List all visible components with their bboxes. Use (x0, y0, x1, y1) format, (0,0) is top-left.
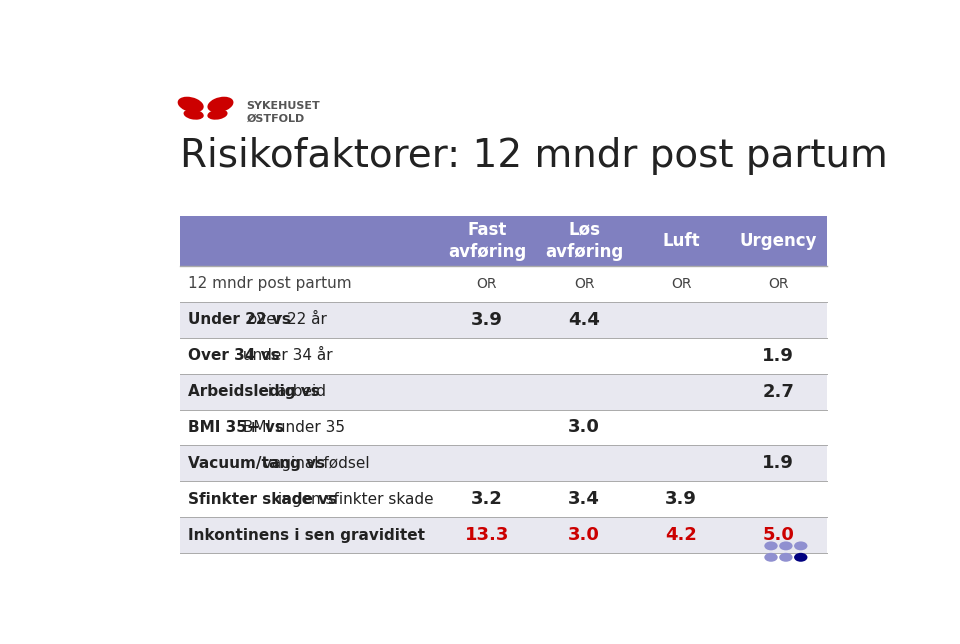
Text: 4.2: 4.2 (665, 526, 697, 544)
Text: Løs
avføring: Løs avføring (545, 221, 623, 261)
Text: Under 22 vs: Under 22 vs (188, 312, 291, 327)
Text: 3.4: 3.4 (568, 490, 600, 508)
Text: ingen sfinkter skade: ingen sfinkter skade (274, 492, 434, 507)
Text: under 34 år: under 34 år (238, 348, 333, 363)
Text: 2.7: 2.7 (762, 383, 794, 401)
Text: OR: OR (574, 277, 594, 290)
Ellipse shape (207, 109, 228, 120)
Circle shape (764, 553, 778, 562)
Bar (180, 301, 827, 337)
Text: Arbeidsledig vs: Arbeidsledig vs (188, 384, 321, 399)
Text: 3.9: 3.9 (665, 490, 697, 508)
Circle shape (794, 542, 807, 551)
Bar (180, 337, 827, 374)
Ellipse shape (207, 97, 233, 113)
Bar (180, 216, 827, 266)
Text: 3.2: 3.2 (471, 490, 503, 508)
Circle shape (764, 542, 778, 551)
Text: SYKEHUSET
ØSTFOLD: SYKEHUSET ØSTFOLD (247, 100, 321, 124)
Text: 3.9: 3.9 (471, 310, 503, 328)
Ellipse shape (183, 109, 204, 120)
Text: OR: OR (671, 277, 691, 290)
Text: Over 34 vs: Over 34 vs (188, 348, 280, 363)
Text: Luft: Luft (662, 232, 700, 250)
Text: 13.3: 13.3 (465, 526, 509, 544)
Text: 1.9: 1.9 (762, 455, 794, 473)
Text: BMI under 35: BMI under 35 (238, 420, 346, 435)
Bar (180, 517, 827, 553)
Text: Vacuum/tang vs: Vacuum/tang vs (188, 456, 325, 471)
Bar (180, 266, 827, 301)
Text: Sfinkter skade vs: Sfinkter skade vs (188, 492, 338, 507)
Text: over 22 år: over 22 år (243, 312, 327, 327)
Text: 12 mndr post partum: 12 mndr post partum (188, 276, 352, 291)
Text: 3.0: 3.0 (568, 526, 600, 544)
Text: OR: OR (768, 277, 788, 290)
Text: BMI 35+ vs: BMI 35+ vs (188, 420, 284, 435)
Bar (180, 482, 827, 517)
Bar (180, 446, 827, 482)
Text: 1.9: 1.9 (762, 346, 794, 365)
Text: Risikofaktorer: 12 mndr post partum: Risikofaktorer: 12 mndr post partum (180, 137, 887, 175)
Circle shape (780, 542, 793, 551)
Text: 3.0: 3.0 (568, 419, 600, 437)
Bar (180, 410, 827, 446)
Bar (180, 374, 827, 410)
Text: Inkontinens i sen graviditet: Inkontinens i sen graviditet (188, 528, 425, 543)
Text: 4.4: 4.4 (568, 310, 600, 328)
Ellipse shape (178, 97, 204, 113)
Text: vaginal fødsel: vaginal fødsel (258, 456, 370, 471)
Text: 5.0: 5.0 (762, 526, 794, 544)
Text: OR: OR (477, 277, 497, 290)
Text: Fast
avføring: Fast avføring (448, 221, 526, 261)
Circle shape (780, 553, 793, 562)
Text: Urgency: Urgency (739, 232, 817, 250)
Text: i arbeid: i arbeid (263, 384, 326, 399)
Circle shape (794, 553, 807, 562)
